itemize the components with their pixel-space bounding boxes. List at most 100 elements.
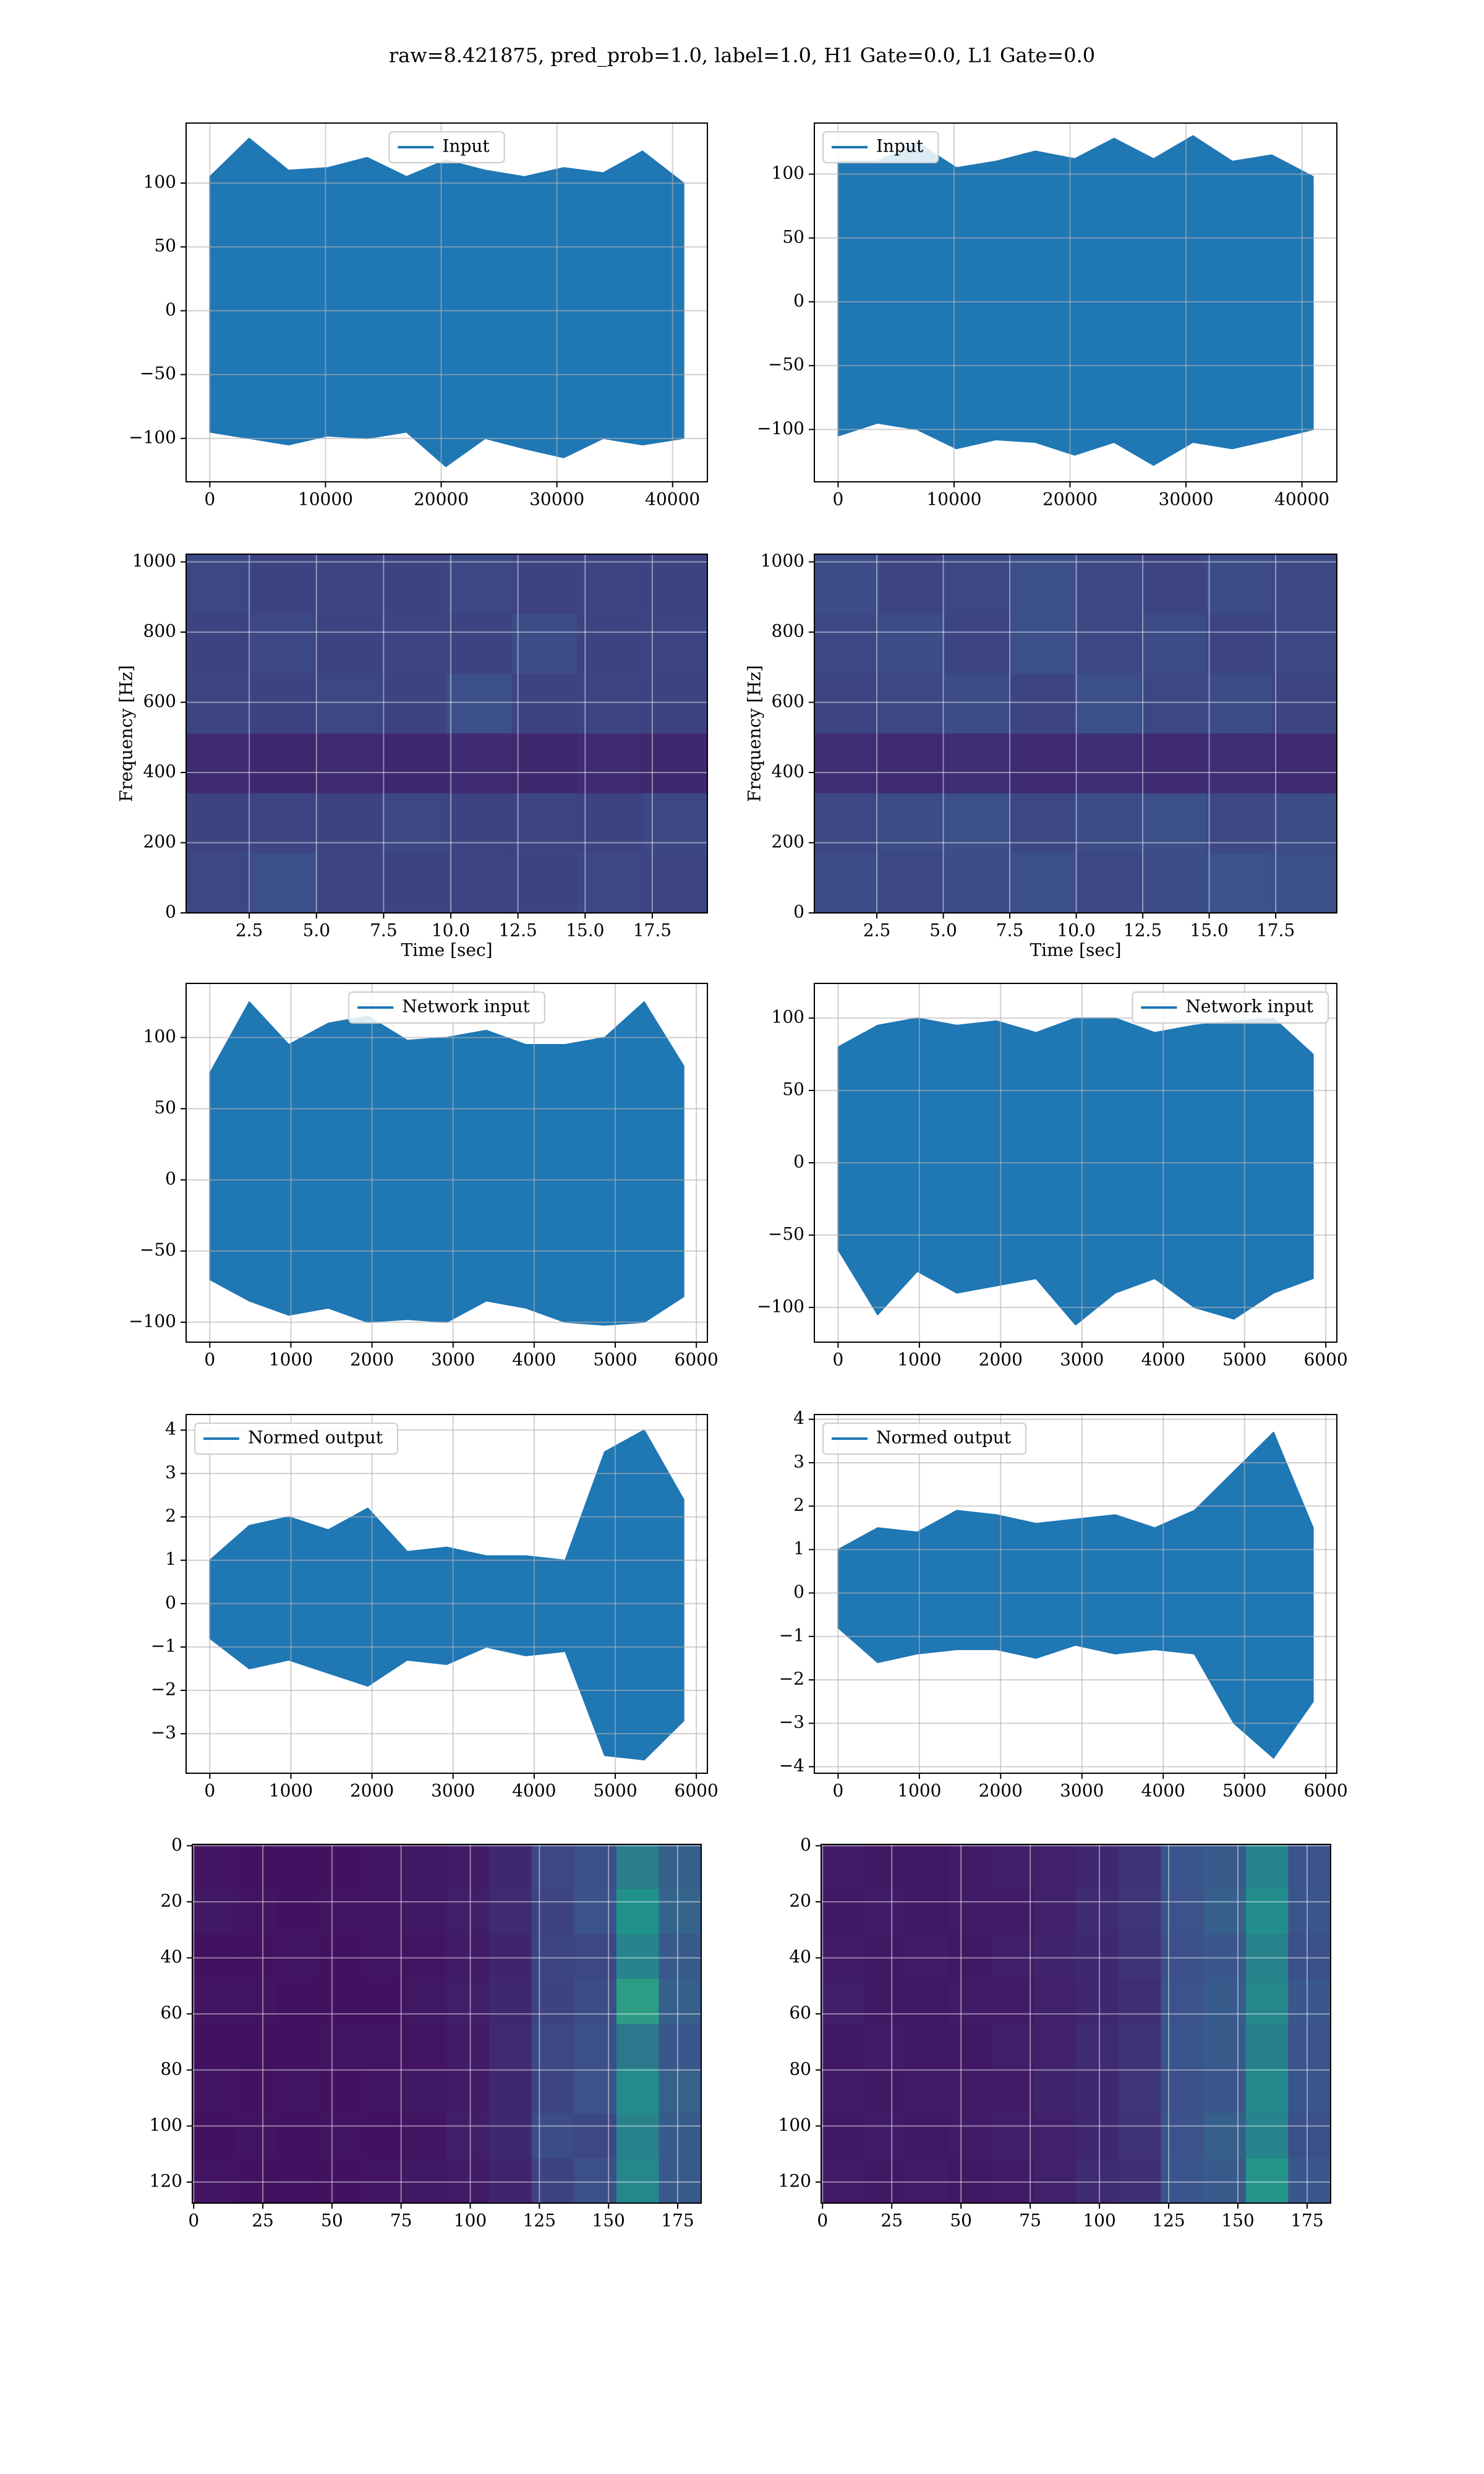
heat-cell: [1288, 1889, 1331, 1935]
y-tick-label: 600: [772, 691, 804, 711]
heat-cell: [879, 554, 945, 615]
heat-cell: [277, 2024, 320, 2070]
x-tick-label: 2.5: [236, 920, 263, 941]
legend-label: Normed output: [876, 1427, 1012, 1448]
heat-cell: [1245, 1844, 1289, 1890]
heat-cell: [1076, 2113, 1119, 2159]
y-tick-label: −100: [129, 427, 176, 447]
x-tick-label: 5.0: [929, 920, 957, 941]
x-tick-label: 5.0: [302, 920, 330, 941]
heat-cell: [446, 2158, 490, 2203]
heat-cell: [404, 1889, 448, 1935]
axes-frame: [186, 983, 708, 1343]
heat-cell: [906, 2113, 949, 2159]
heat-cell: [446, 793, 513, 854]
heat-cell: [1141, 554, 1207, 615]
signal-envelope: [209, 1001, 684, 1326]
legend-box: [822, 1423, 1027, 1455]
legend-label: Network input: [402, 996, 530, 1017]
heat-cell: [404, 2068, 448, 2114]
y-tick-label: −50: [768, 354, 804, 375]
heat-cell: [186, 853, 252, 913]
heat-cell: [362, 1844, 405, 1890]
heat-cell: [863, 1844, 906, 1890]
heat-cell: [319, 2068, 362, 2114]
heat-cell: [616, 1934, 660, 1980]
x-tick-label: 2000: [350, 1350, 394, 1370]
x-tick-label: 12.5: [498, 920, 537, 941]
x-tick-label: 2000: [979, 1350, 1023, 1370]
heat-cell: [616, 1889, 660, 1935]
heat-cell: [251, 674, 317, 734]
heat-cell: [814, 614, 881, 674]
y-tick-label: 0: [793, 1582, 804, 1602]
x-tick-label: 0: [832, 489, 843, 510]
heat-cell: [642, 674, 707, 734]
heat-cell: [906, 2024, 949, 2070]
heat-cell: [1206, 614, 1272, 674]
heat-cell: [1203, 2158, 1247, 2203]
plot-area: [192, 1844, 701, 2203]
heat-cell: [1033, 1844, 1077, 1890]
x-tick-label: 175: [661, 2211, 694, 2231]
heat-cell: [1010, 793, 1077, 854]
heat-cell: [319, 2158, 362, 2203]
heat-cell: [1161, 2068, 1204, 2114]
heat-cell: [879, 853, 945, 913]
heat-cell: [991, 2158, 1034, 2203]
heat-cell: [945, 734, 1011, 794]
heat-cell: [1075, 614, 1141, 674]
heat-cell: [316, 674, 382, 734]
heat-cell: [1203, 2024, 1247, 2070]
heat-cell: [821, 1844, 864, 1890]
heat-cell: [991, 1889, 1034, 1935]
heat-cell: [642, 793, 707, 854]
heat-cell: [577, 734, 643, 794]
heat-cell: [531, 2113, 574, 2159]
heat-cell: [234, 1934, 278, 1980]
legend-box: [388, 131, 505, 163]
heat-cell: [1076, 2068, 1119, 2114]
y-tick-label: 40: [160, 1946, 182, 1967]
heat-cell: [616, 1844, 660, 1890]
y-tick-label: 100: [143, 1026, 176, 1047]
heat-cell: [382, 614, 448, 674]
y-tick-label: −2: [779, 1669, 804, 1689]
x-tick-label: 2000: [979, 1781, 1023, 1801]
heat-cell: [659, 1934, 701, 1980]
x-tick-label: 0: [188, 2211, 199, 2231]
y-tick-label: 0: [171, 1834, 182, 1855]
heat-cell: [362, 2158, 405, 2203]
heat-cell: [821, 1979, 864, 2024]
x-tick-label: 7.5: [996, 920, 1024, 941]
heat-cell: [642, 554, 707, 615]
y-tick-label: 0: [165, 902, 176, 922]
heat-cell: [1203, 2113, 1247, 2159]
heat-cell: [277, 2113, 320, 2159]
x-tick-label: 5000: [593, 1781, 637, 1801]
heat-cell: [949, 1889, 992, 1935]
heat-cell: [1288, 2158, 1331, 2203]
legend-label: Input: [876, 136, 924, 156]
heat-cell: [879, 734, 945, 794]
y-tick-label: 0: [165, 299, 176, 320]
heat-cell: [1245, 1934, 1289, 1980]
axes-frame: [814, 1414, 1337, 1774]
x-tick-label: 100: [454, 2211, 487, 2231]
heat-cell: [234, 1844, 278, 1890]
y-tick-label: 100: [772, 1007, 804, 1027]
axes-frame: [192, 1844, 702, 2204]
heat-cell: [906, 2158, 949, 2203]
heat-cell: [814, 554, 881, 615]
heat-cell: [277, 1979, 320, 2024]
x-tick-label: 0: [832, 1350, 843, 1370]
heat-cell: [1118, 2158, 1161, 2203]
x-tick-label: 6000: [675, 1781, 719, 1801]
y-tick-label: 120: [150, 2171, 182, 2191]
heat-cell: [1076, 1934, 1119, 1980]
y-tick-label: 50: [782, 226, 804, 247]
heat-cell: [382, 793, 448, 854]
y-tick-label: 40: [789, 1946, 811, 1967]
x-tick-label: 75: [390, 2211, 412, 2231]
